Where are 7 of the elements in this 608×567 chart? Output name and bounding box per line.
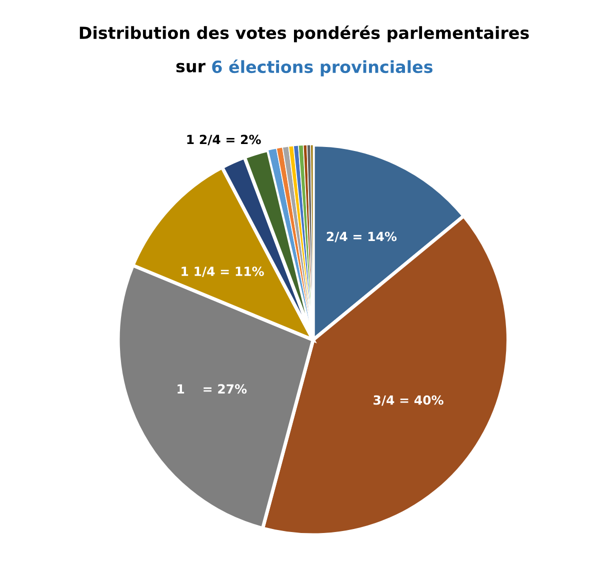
- data-label: 1 = 27%: [178, 384, 247, 394]
- data-label: 1 2/4 = 2%: [187, 134, 261, 146]
- data-label: 1 1/4 = 11%: [182, 266, 264, 278]
- chart-subtitle: sur 6 élections provinciales: [176, 60, 432, 76]
- data-label: 2/4 = 14%: [326, 232, 397, 242]
- chart-title: Distribution des votes pondérés parlementaires: [80, 26, 529, 42]
- data-label: 3/4 = 40%: [374, 395, 444, 406]
